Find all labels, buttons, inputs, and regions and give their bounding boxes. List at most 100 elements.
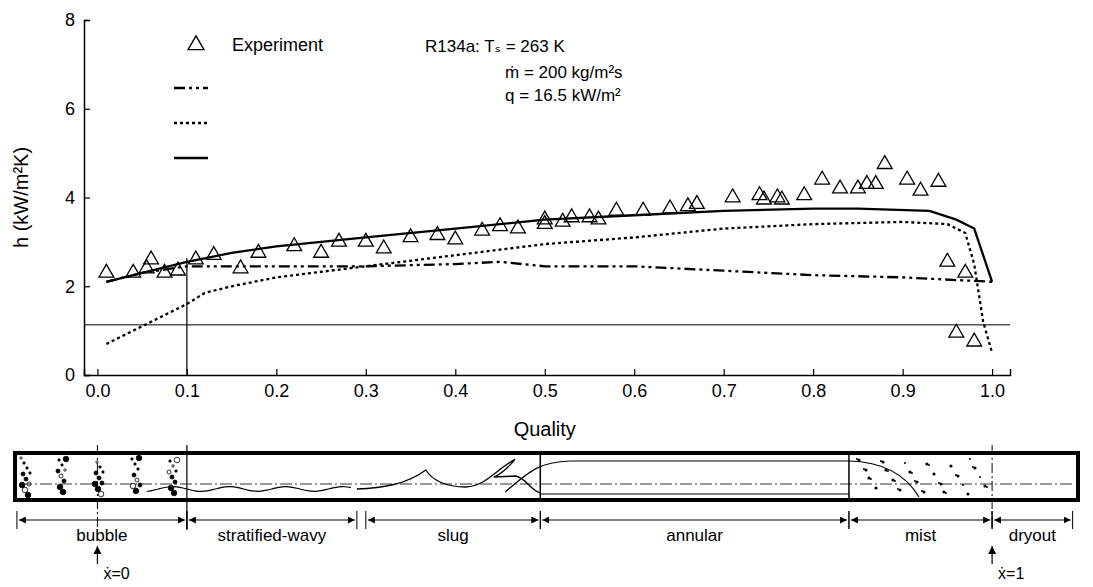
- x-tick-label: 0.4: [443, 381, 468, 401]
- pipe-bubble: [138, 483, 142, 487]
- chart-root: 0.00.10.20.30.40.50.60.70.80.91.002468Qu…: [0, 0, 1093, 587]
- data-point: [815, 171, 830, 184]
- pipe-film: [540, 493, 849, 494]
- y-tick-label: 4: [65, 188, 75, 208]
- data-point: [663, 200, 678, 213]
- regime-label-line: annular: [666, 526, 723, 545]
- y-tick: 0: [65, 365, 90, 385]
- pipe-slug: [357, 459, 540, 493]
- data-point: [475, 222, 490, 235]
- x-tick-mark: [724, 369, 725, 375]
- pipe-droplet: [911, 472, 913, 474]
- regime-bound: [540, 511, 541, 529]
- pipe-bubble: [59, 474, 63, 478]
- pipe-droplet: [939, 482, 942, 485]
- regime-span: [19, 520, 185, 521]
- x-tick-label: 0.9: [891, 381, 916, 401]
- regime-label-line: stratified-wavy: [218, 526, 327, 545]
- data-point: [582, 209, 597, 222]
- pipe-droplet: [945, 492, 947, 494]
- data-point: [958, 264, 973, 277]
- regime-bound: [848, 511, 849, 529]
- plot-area: [84, 156, 1010, 375]
- legend-swatch: [174, 122, 208, 125]
- data-point: [797, 187, 812, 200]
- series-line: [106, 262, 992, 282]
- x-axis-title: Quality: [514, 418, 576, 440]
- regime-label-line: mist: [905, 526, 936, 545]
- pipe-bubble: [169, 460, 171, 462]
- x-axis-line: [85, 369, 1011, 376]
- x-tick-mark: [992, 369, 993, 375]
- x-tick-mark: [903, 369, 904, 375]
- regime-bound: [848, 511, 849, 529]
- data-point: [949, 324, 964, 337]
- series-line: [106, 222, 992, 353]
- pipe-droplet: [969, 458, 971, 460]
- pipe-droplet: [915, 480, 918, 483]
- pipe-bubble: [23, 462, 25, 464]
- pipe-bubble: [26, 467, 28, 469]
- y-tick: 8: [65, 10, 90, 30]
- pipe-bubble: [62, 479, 66, 483]
- x-tick: 0.9: [891, 369, 916, 401]
- pipe-bubble: [24, 477, 28, 481]
- pipe-bubble: [57, 484, 63, 490]
- data-point: [833, 180, 848, 193]
- pipe-droplet: [962, 484, 964, 486]
- pipe-bubble: [168, 485, 174, 491]
- data-point: [537, 216, 552, 229]
- x-tick-label: 0.0: [85, 381, 110, 401]
- pipe-bubble: [135, 478, 139, 482]
- data-point: [403, 229, 418, 242]
- pipe-droplet: [887, 470, 889, 472]
- regime-label: stratified-wavy: [218, 526, 327, 545]
- regime-span: [368, 520, 538, 521]
- x-tick-label: 0.2: [264, 381, 289, 401]
- data-point: [144, 251, 159, 264]
- pipe-bubble: [19, 482, 25, 488]
- pipe-bubble: [137, 468, 139, 470]
- x-mark-arrow: [992, 546, 993, 564]
- regime-label: annular: [666, 526, 723, 545]
- pipe-bubble: [133, 488, 139, 494]
- regime-bound: [992, 511, 993, 529]
- annotation: R134a: Tₛ = 263 K: [425, 37, 565, 56]
- x-mark-label: ẋ=1: [998, 565, 1024, 582]
- regime-label-line: dryout: [1009, 526, 1057, 545]
- regime-span: [994, 520, 1071, 521]
- regime-label-line: slug: [437, 526, 468, 545]
- pipe-bubble: [175, 470, 177, 472]
- regime-label: slug: [437, 526, 468, 545]
- regime-span: [189, 520, 355, 521]
- pipe-droplet: [979, 476, 981, 478]
- pipe-droplet: [894, 480, 896, 482]
- data-point: [877, 156, 892, 169]
- data-point: [967, 333, 982, 346]
- data-point: [430, 227, 445, 240]
- pipe-droplet: [928, 464, 930, 466]
- y-tick-mark: [84, 286, 90, 287]
- pipe-bubble: [98, 491, 104, 497]
- x-tick-label: 0.3: [354, 381, 379, 401]
- pipe-bubble: [64, 469, 66, 471]
- data-point: [609, 202, 624, 215]
- x-tick: 0.8: [801, 369, 826, 401]
- x-tick-label: 0.8: [801, 381, 826, 401]
- pipe-bubble: [60, 489, 66, 495]
- pipe-annular-front: [848, 453, 850, 500]
- data-point: [689, 196, 704, 209]
- x-tick-label: 0.5: [533, 381, 558, 401]
- data-point: [99, 264, 114, 277]
- y-tick-label: 0: [65, 365, 75, 385]
- pipe-bubble: [63, 456, 69, 462]
- data-point: [868, 176, 883, 189]
- y-tick-mark: [84, 197, 90, 198]
- data-point: [774, 191, 789, 204]
- x-tick-label: 0.6: [622, 381, 647, 401]
- pipe-droplet: [966, 492, 969, 495]
- x-tick: 0.6: [622, 369, 647, 401]
- pipe-bubble: [27, 482, 31, 486]
- pipe-droplet: [973, 466, 976, 469]
- data-point: [564, 209, 579, 222]
